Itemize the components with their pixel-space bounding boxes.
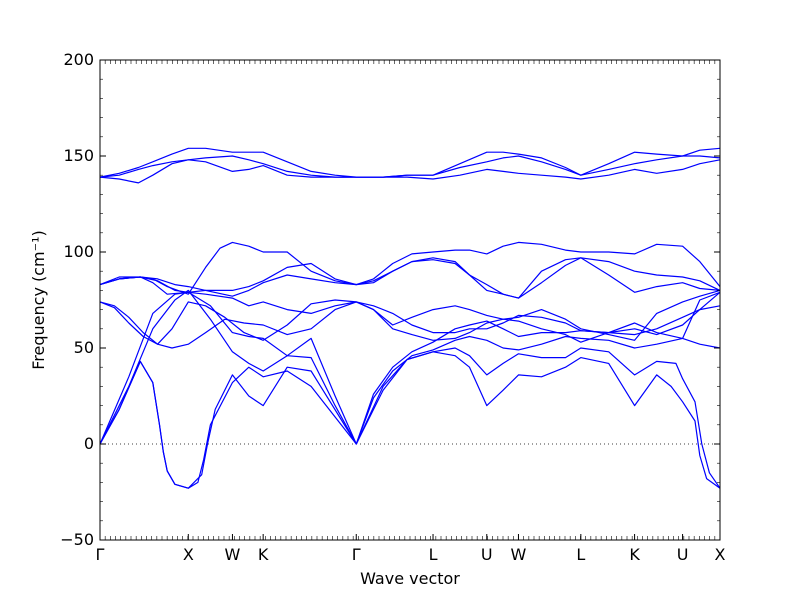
band-line-9: [99, 241, 721, 299]
x-tick-label: U: [677, 545, 689, 564]
x-tick-label: Γ: [96, 545, 105, 564]
x-axis-label: Wave vector: [360, 569, 460, 588]
y-tick-label: −50: [60, 530, 94, 549]
x-tick-label: K: [258, 545, 269, 564]
band-line-10: [99, 241, 721, 295]
x-tick-label: W: [511, 545, 527, 564]
band-lines: [99, 147, 721, 489]
y-tick-label: 50: [74, 338, 94, 357]
x-tick-label: K: [629, 545, 640, 564]
band-line-7: [99, 276, 721, 341]
y-tick-label: 150: [63, 146, 94, 165]
x-tick-label: U: [481, 545, 493, 564]
plot-area: [100, 60, 720, 540]
plot-frame: [99, 59, 721, 541]
x-tick-label: X: [715, 545, 726, 564]
y-tick-label: 200: [63, 50, 94, 69]
band-line-6: [99, 299, 721, 345]
y-tick-label: 0: [84, 434, 94, 453]
x-tick-label: Γ: [352, 545, 361, 564]
x-tick-label: L: [576, 545, 585, 564]
y-axis-ticks: −50 0 50 100 150 200: [60, 50, 720, 549]
y-tick-label: 100: [63, 242, 94, 261]
x-tick-label: W: [225, 545, 241, 564]
band-line-2: [99, 347, 721, 489]
x-tick-label: X: [183, 545, 194, 564]
band-line-13: [99, 147, 721, 178]
band-line-3: [99, 289, 721, 445]
y-axis-label: Frequency (cm⁻¹): [29, 230, 48, 369]
x-tick-label: L: [429, 545, 438, 564]
band-line-5: [99, 301, 721, 349]
